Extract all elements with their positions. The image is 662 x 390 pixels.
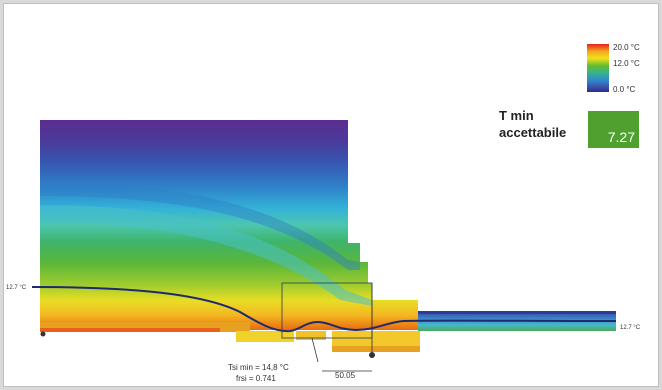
leader-line <box>311 337 319 363</box>
origin-marker <box>40 331 46 337</box>
isotherm-band-cyan <box>40 205 372 306</box>
isotherm-12-7-line <box>31 286 617 333</box>
dimension-marker <box>369 352 375 358</box>
floor-slab-top <box>418 311 616 314</box>
lower-pad-right-edge <box>332 346 420 352</box>
warm-strip <box>40 322 250 332</box>
lower-pad-mid <box>296 331 326 340</box>
legend-min-label: 0.0 °C <box>613 85 636 94</box>
tmin-title-line2: accettabile <box>499 125 567 140</box>
warm-strip-base <box>40 328 220 332</box>
isotherm-label-right: 12.7 °C <box>620 325 641 331</box>
legend-mid-label: 12.0 °C <box>613 59 640 68</box>
tsi-min-annotation: Tsi min = 14,8 °C <box>228 363 289 372</box>
isotherm-label-left: 12.7 °C <box>6 285 27 291</box>
tmin-value-box: 7.27 <box>588 111 639 148</box>
lower-pad-left <box>236 331 294 342</box>
tmin-title-line1: T min <box>499 108 534 123</box>
legend-max-label: 20.0 °C <box>613 43 640 52</box>
tmin-title: T min accettabile <box>499 107 581 141</box>
legend-colorbar <box>587 44 609 92</box>
frsi-annotation: frsi = 0.741 <box>236 374 276 383</box>
isotherm-band-blue <box>40 182 360 270</box>
dimension-value: 50.05 <box>335 371 356 380</box>
